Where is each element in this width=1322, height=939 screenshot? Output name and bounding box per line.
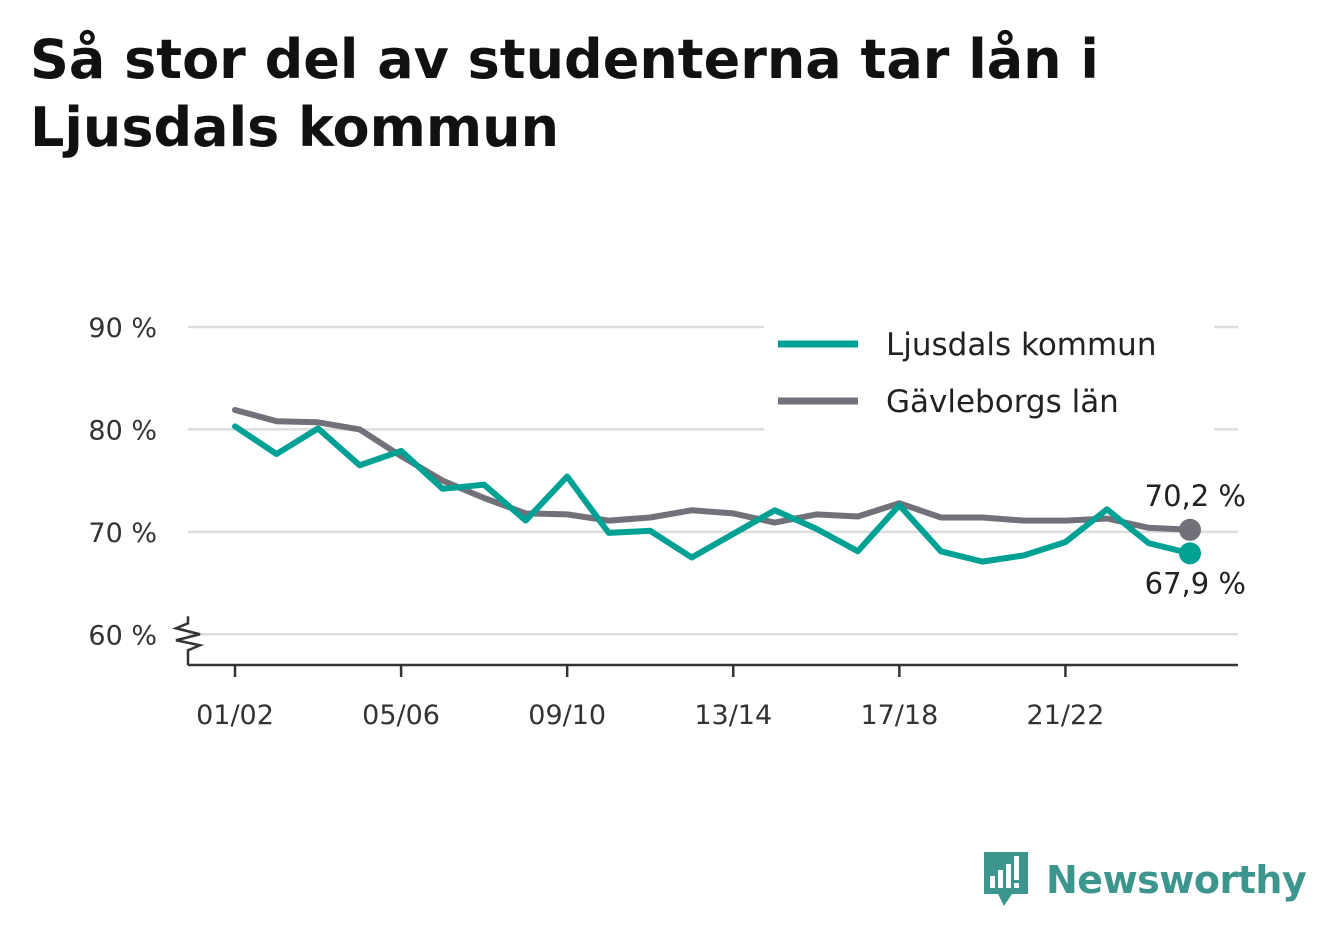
- x-tick-label: 09/10: [528, 700, 606, 731]
- x-tick-label: 01/02: [196, 700, 274, 731]
- end-point-marker: [1179, 542, 1201, 565]
- x-tick-label: 13/14: [694, 700, 772, 731]
- y-tick-label: 60 %: [88, 620, 157, 651]
- y-tick-label: 90 %: [88, 313, 157, 344]
- end-value-label: 70,2 %: [1145, 479, 1246, 513]
- y-axis-break: [172, 616, 205, 665]
- newsworthy-logo-icon: [984, 852, 1028, 906]
- series-line: [232, 423, 1193, 565]
- end-value-label: 67,9 %: [1145, 566, 1246, 600]
- legend-label: Ljusdals kommun: [886, 327, 1156, 363]
- y-tick-label: 80 %: [88, 415, 157, 446]
- x-tick-label: 21/22: [1027, 700, 1105, 731]
- legend: Ljusdals kommun Gävleborgs län: [764, 322, 1214, 432]
- end-labels: 67,9 % 70,2 %: [1145, 479, 1246, 601]
- x-tick-label: 05/06: [362, 700, 440, 731]
- legend-background: [764, 322, 1214, 432]
- legend-label: Gävleborgs län: [886, 384, 1119, 420]
- series-lines: [232, 407, 1201, 565]
- x-tick-label: 17/18: [860, 700, 938, 731]
- brand-name: Newsworthy: [1046, 858, 1307, 902]
- end-point-marker: [1179, 518, 1201, 541]
- axes: 60 % 70 % 80 % 90 % 01/02 05/06 09/10 13/14 17/1…: [88, 313, 1238, 731]
- chart-title: Så stor del av studenterna tar lån i Lju…: [30, 28, 1099, 159]
- y-tick-label: 70 %: [88, 518, 157, 549]
- newsworthy-logo: Newsworthy: [980, 848, 1307, 912]
